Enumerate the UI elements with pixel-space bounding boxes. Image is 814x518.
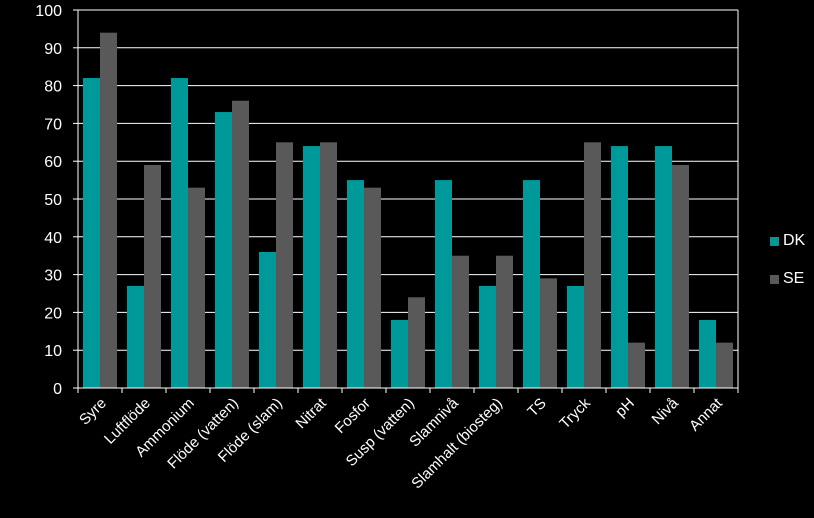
bar-dk bbox=[259, 251, 276, 388]
bar-dk bbox=[83, 78, 100, 388]
bar-dk bbox=[567, 285, 584, 388]
legend-label-dk: DK bbox=[783, 232, 806, 249]
y-tick-label: 0 bbox=[53, 381, 62, 398]
bar-se bbox=[672, 164, 689, 388]
y-tick-label: 50 bbox=[44, 192, 62, 209]
y-tick-label: 30 bbox=[44, 268, 62, 285]
bar-dk bbox=[303, 146, 320, 388]
legend-item-se: SE bbox=[770, 270, 805, 288]
bar-dk bbox=[523, 180, 540, 388]
y-tick-label: 10 bbox=[44, 343, 62, 360]
bar-se bbox=[408, 297, 425, 388]
y-tick-label: 60 bbox=[44, 154, 62, 171]
bar-dk bbox=[699, 319, 716, 388]
y-tick-label: 80 bbox=[44, 79, 62, 96]
bar-dk bbox=[479, 285, 496, 388]
y-tick-label: 90 bbox=[44, 41, 62, 58]
bars bbox=[83, 32, 733, 389]
bar-dk bbox=[655, 146, 672, 388]
bar-se bbox=[584, 142, 601, 388]
bar-se bbox=[716, 342, 733, 388]
bar-se bbox=[144, 164, 161, 388]
y-tick-label: 40 bbox=[44, 230, 62, 247]
legend-swatch-se bbox=[770, 274, 779, 284]
bar-dk bbox=[215, 112, 232, 388]
bar-se bbox=[276, 142, 293, 388]
bar-se bbox=[364, 187, 381, 388]
bar-dk bbox=[435, 180, 452, 388]
y-tick-label: 100 bbox=[35, 3, 62, 20]
legend-swatch-dk bbox=[770, 236, 779, 246]
bar-dk bbox=[171, 78, 188, 388]
legend-label-se: SE bbox=[783, 270, 805, 287]
bar-se bbox=[100, 32, 117, 389]
bar-se bbox=[320, 142, 337, 388]
bar-se bbox=[452, 255, 469, 388]
y-tick-label: 20 bbox=[44, 305, 62, 322]
bar-dk bbox=[391, 319, 408, 388]
y-tick-label: 70 bbox=[44, 116, 62, 133]
bar-dk bbox=[347, 180, 364, 388]
bar-dk bbox=[611, 146, 628, 388]
legend-item-dk: DK bbox=[770, 232, 805, 250]
legend: DK SE bbox=[770, 232, 805, 308]
bar-se bbox=[496, 255, 513, 388]
bar-se bbox=[232, 100, 249, 388]
bar-se bbox=[628, 342, 645, 388]
bar-se bbox=[188, 187, 205, 388]
y-tick-labels: 0 10 20 30 40 50 60 70 80 90 100 bbox=[35, 3, 62, 398]
bar-se bbox=[540, 278, 557, 388]
bar-dk bbox=[127, 285, 144, 388]
axes bbox=[73, 9, 739, 393]
